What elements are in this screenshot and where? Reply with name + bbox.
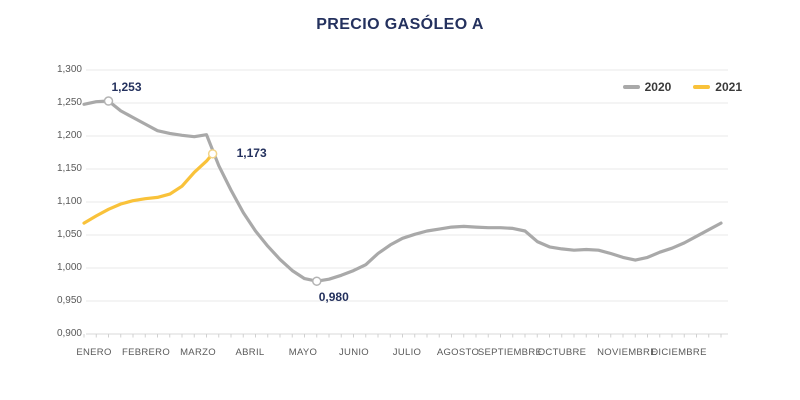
legend-swatch-2021 <box>693 85 711 89</box>
legend-swatch-2020 <box>622 85 640 89</box>
y-axis-label: 0,950 <box>56 295 82 306</box>
x-axis-label-noviembre: NOVIEMBRE <box>597 347 657 358</box>
y-axis-label: 1,250 <box>56 97 82 108</box>
x-axis-label-febrero: FEBRERO <box>121 347 171 358</box>
annotation-max-2020: 1,253 <box>111 80 142 95</box>
legend-label-2021: 2021 <box>715 80 742 94</box>
x-axis-label-mayo: MAYO <box>288 347 318 358</box>
annotation-last-2021: 1,173 <box>236 145 267 160</box>
annotation-min-2020: 0,980 <box>318 290 349 305</box>
x-axis-label-enero: ENERO <box>76 347 112 358</box>
series-line-2020 <box>82 99 723 283</box>
y-axis-label: 1,050 <box>56 229 82 240</box>
x-axis-label-julio: JULIO <box>392 347 422 358</box>
x-axis-label-abril: ABRIL <box>235 347 265 358</box>
marker-point-0,980 <box>312 276 322 286</box>
series-line-2021 <box>82 152 215 225</box>
x-axis-label-agosto: AGOSTO <box>436 347 480 358</box>
y-axis-label: 1,100 <box>56 196 82 207</box>
marker-point-1,253 <box>103 96 114 106</box>
legend-item-2021[interactable]: 2021 <box>693 80 742 94</box>
marker-point-1,173 <box>207 149 218 159</box>
chart-title: PRECIO GASÓLEO A <box>316 16 484 33</box>
x-axis-label-diciembre: DICIEMBRE <box>651 347 707 358</box>
y-axis-label: 0,900 <box>56 328 82 339</box>
y-axis-label: 1,300 <box>56 64 82 75</box>
legend-item-2020[interactable]: 2020 <box>622 80 672 94</box>
x-axis-label-marzo: MARZO <box>180 347 216 358</box>
y-axis-label: 1,200 <box>56 130 82 141</box>
x-axis-label-septiembre: SEPTIEMBRE <box>477 347 543 358</box>
y-axis-label: 1,000 <box>56 262 82 273</box>
y-axis-label: 1,150 <box>56 163 82 174</box>
x-axis-label-octubre: OCTUBRE <box>537 347 587 358</box>
legend-label-2020: 2020 <box>644 80 672 94</box>
x-axis-label-junio: JUNIO <box>339 347 369 358</box>
legend: 2020 2021 <box>622 80 742 94</box>
